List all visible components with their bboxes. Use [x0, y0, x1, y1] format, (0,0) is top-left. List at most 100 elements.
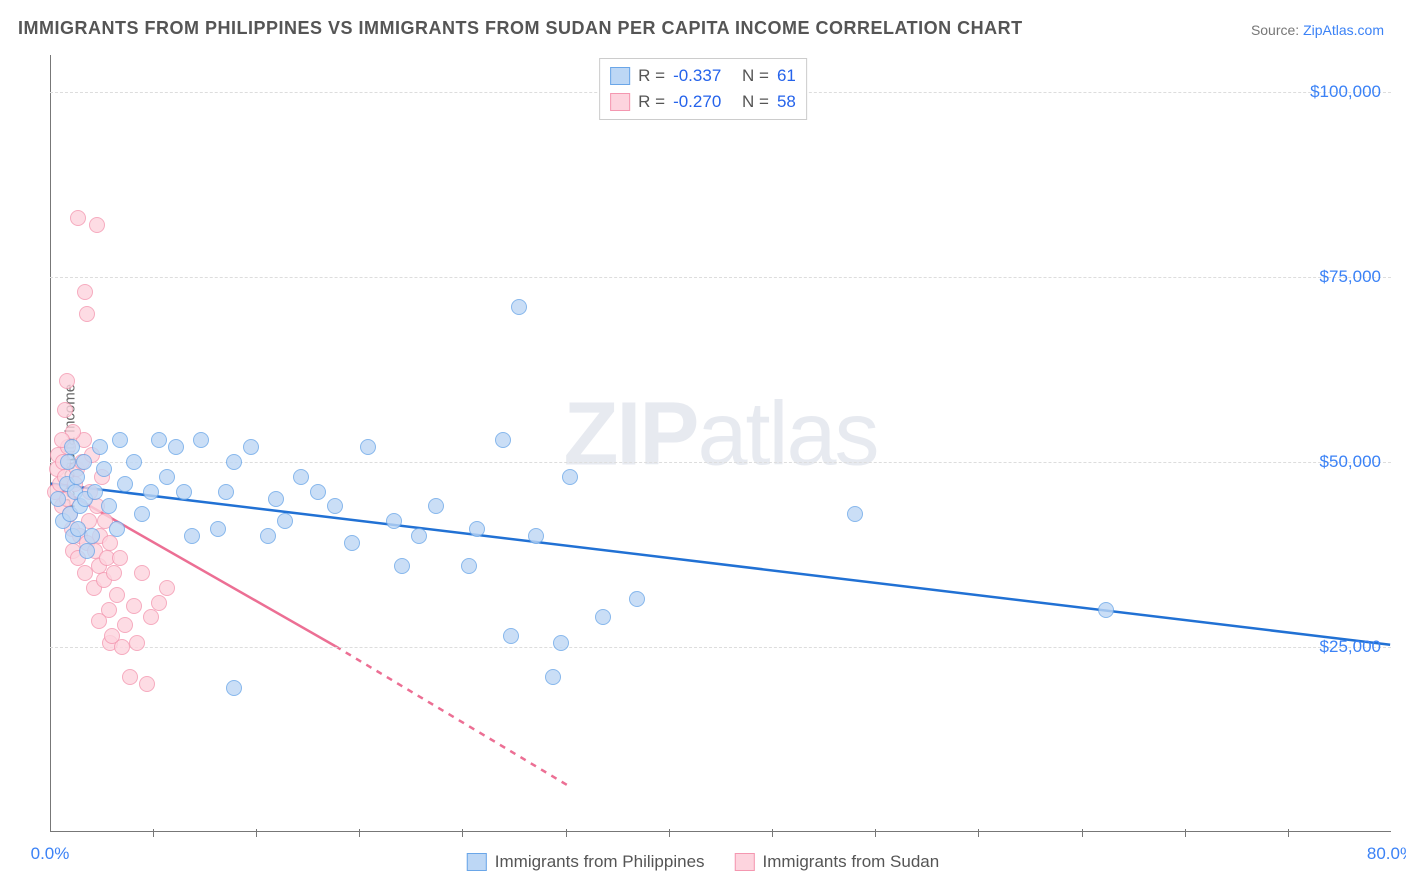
series-name-sudan: Immigrants from Sudan	[763, 852, 940, 872]
chart-title: IMMIGRANTS FROM PHILIPPINES VS IMMIGRANT…	[18, 18, 1023, 39]
swatch-philippines	[467, 853, 487, 871]
scatter-point-philippines	[268, 491, 284, 507]
scatter-point-sudan	[139, 676, 155, 692]
n-label: N =	[742, 89, 769, 115]
correlation-legend: R = -0.337 N = 61 R = -0.270 N = 58	[599, 58, 807, 120]
y-tick-label: $100,000	[1310, 82, 1381, 102]
r-value-sudan: -0.270	[673, 89, 721, 115]
r-label: R =	[638, 63, 665, 89]
scatter-point-philippines	[293, 469, 309, 485]
scatter-point-sudan	[126, 598, 142, 614]
scatter-point-philippines	[503, 628, 519, 644]
source-label: Source:	[1251, 22, 1299, 38]
legend-row-sudan: R = -0.270 N = 58	[610, 89, 796, 115]
scatter-point-philippines	[394, 558, 410, 574]
n-value-philippines: 61	[777, 63, 796, 89]
legend-row-philippines: R = -0.337 N = 61	[610, 63, 796, 89]
scatter-point-philippines	[184, 528, 200, 544]
scatter-point-philippines	[168, 439, 184, 455]
scatter-point-sudan	[59, 373, 75, 389]
chart-plot-area: ZIPatlas $25,000$50,000$75,000$100,000	[50, 55, 1391, 832]
scatter-point-philippines	[143, 484, 159, 500]
scatter-point-sudan	[102, 535, 118, 551]
scatter-point-philippines	[562, 469, 578, 485]
scatter-point-philippines	[1098, 602, 1114, 618]
scatter-point-philippines	[96, 461, 112, 477]
series-legend: Immigrants from Philippines Immigrants f…	[467, 852, 939, 872]
scatter-point-philippines	[64, 439, 80, 455]
scatter-point-philippines	[277, 513, 293, 529]
scatter-point-philippines	[629, 591, 645, 607]
x-tick-start: 0.0%	[31, 844, 70, 864]
source-link[interactable]: ZipAtlas.com	[1303, 22, 1384, 38]
swatch-philippines	[610, 67, 630, 85]
r-label: R =	[638, 89, 665, 115]
scatter-point-philippines	[151, 432, 167, 448]
scatter-point-sudan	[117, 617, 133, 633]
scatter-point-sudan	[151, 595, 167, 611]
y-tick-label: $25,000	[1320, 637, 1381, 657]
scatter-point-philippines	[134, 506, 150, 522]
scatter-point-philippines	[327, 498, 343, 514]
scatter-point-sudan	[143, 609, 159, 625]
scatter-point-philippines	[69, 469, 85, 485]
scatter-point-philippines	[218, 484, 234, 500]
scatter-point-philippines	[176, 484, 192, 500]
scatter-point-philippines	[226, 454, 242, 470]
scatter-point-philippines	[310, 484, 326, 500]
scatter-point-philippines	[595, 609, 611, 625]
y-tick-label: $50,000	[1320, 452, 1381, 472]
swatch-sudan	[735, 853, 755, 871]
scatter-point-sudan	[106, 565, 122, 581]
scatter-point-sudan	[91, 613, 107, 629]
watermark: ZIPatlas	[563, 384, 877, 487]
scatter-point-philippines	[210, 521, 226, 537]
x-tick-end: 80.0%	[1367, 844, 1406, 864]
scatter-point-philippines	[193, 432, 209, 448]
scatter-point-sudan	[104, 628, 120, 644]
legend-item-philippines: Immigrants from Philippines	[467, 852, 705, 872]
scatter-point-philippines	[469, 521, 485, 537]
series-name-philippines: Immigrants from Philippines	[495, 852, 705, 872]
swatch-sudan	[610, 93, 630, 111]
scatter-point-philippines	[117, 476, 133, 492]
scatter-point-philippines	[553, 635, 569, 651]
scatter-point-philippines	[545, 669, 561, 685]
scatter-point-philippines	[386, 513, 402, 529]
scatter-point-philippines	[126, 454, 142, 470]
scatter-point-philippines	[243, 439, 259, 455]
scatter-point-sudan	[129, 635, 145, 651]
scatter-point-sudan	[70, 210, 86, 226]
scatter-point-philippines	[461, 558, 477, 574]
scatter-point-philippines	[112, 432, 128, 448]
scatter-point-philippines	[495, 432, 511, 448]
scatter-point-philippines	[226, 680, 242, 696]
scatter-point-sudan	[112, 550, 128, 566]
scatter-point-philippines	[411, 528, 427, 544]
scatter-point-sudan	[57, 402, 73, 418]
scatter-point-sudan	[134, 565, 150, 581]
scatter-point-philippines	[76, 454, 92, 470]
scatter-point-philippines	[428, 498, 444, 514]
scatter-point-philippines	[84, 528, 100, 544]
scatter-point-philippines	[344, 535, 360, 551]
scatter-point-sudan	[159, 580, 175, 596]
scatter-point-philippines	[511, 299, 527, 315]
scatter-point-philippines	[260, 528, 276, 544]
y-axis-line	[50, 55, 51, 831]
scatter-point-sudan	[89, 217, 105, 233]
scatter-point-sudan	[122, 669, 138, 685]
scatter-point-philippines	[847, 506, 863, 522]
n-value-sudan: 58	[777, 89, 796, 115]
scatter-point-philippines	[87, 484, 103, 500]
scatter-point-philippines	[79, 543, 95, 559]
legend-item-sudan: Immigrants from Sudan	[735, 852, 940, 872]
n-label: N =	[742, 63, 769, 89]
scatter-point-philippines	[101, 498, 117, 514]
source-attribution: Source: ZipAtlas.com	[1251, 22, 1384, 38]
scatter-point-sudan	[79, 306, 95, 322]
scatter-point-sudan	[109, 587, 125, 603]
scatter-point-philippines	[159, 469, 175, 485]
scatter-point-philippines	[528, 528, 544, 544]
scatter-point-philippines	[360, 439, 376, 455]
